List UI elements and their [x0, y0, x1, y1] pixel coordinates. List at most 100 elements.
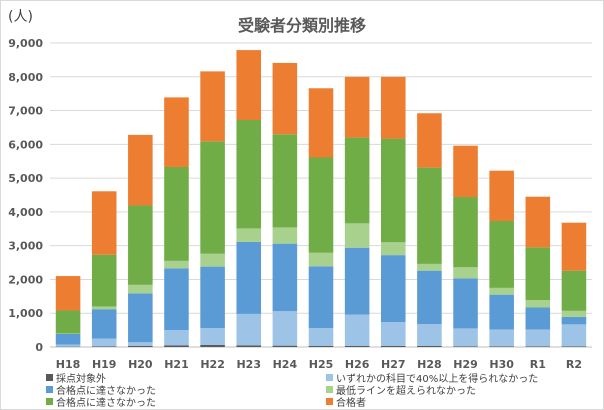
bar-segment [525, 247, 551, 301]
x-tick-label: R2 [566, 358, 582, 371]
legend-swatch [46, 374, 53, 381]
legend-swatch [46, 398, 53, 405]
bar-segment [417, 263, 442, 271]
bar-segment [164, 260, 189, 269]
bar-segment [380, 322, 406, 346]
y-tick-label: 9,000 [8, 37, 43, 50]
y-tick-label: 0 [35, 341, 43, 354]
legend-label: 合格者 [336, 398, 366, 409]
bar-segment [525, 300, 551, 308]
bar-segment [272, 243, 298, 312]
bar-segment [489, 287, 514, 295]
bar-segment [417, 113, 442, 168]
bar-segment [344, 76, 370, 138]
bar-segment [453, 278, 478, 329]
bar-segment [417, 324, 442, 346]
bar-segment [164, 268, 189, 331]
bar-segment [344, 137, 370, 224]
bar-segment [272, 227, 298, 244]
bar-segment [55, 344, 81, 347]
bar-segment [236, 313, 262, 346]
x-tick-label: H30 [489, 358, 514, 371]
x-tick-label: H23 [236, 358, 261, 371]
x-tick-label: H29 [453, 358, 478, 371]
bar-segment [55, 276, 81, 311]
bar-segment [453, 267, 478, 279]
bar-segment [561, 310, 587, 317]
legend-swatch [326, 374, 333, 381]
bar-segment [200, 344, 225, 347]
legend-swatch [326, 398, 333, 405]
bar-segment [236, 120, 262, 229]
legend-label: いずれかの科目で40%以上を得られなかった [336, 374, 539, 385]
bar-segment [91, 254, 117, 307]
bar-segment [308, 328, 334, 346]
bar-segment [344, 223, 370, 248]
bar-segment [91, 309, 117, 339]
y-tick-label: 3,000 [8, 240, 43, 253]
bar-segment [380, 345, 406, 347]
y-tick-label: 1,000 [8, 307, 43, 320]
legend-item: 最低ラインを超えられなかった [326, 382, 476, 397]
bar-segment [489, 294, 514, 330]
bar-segment [236, 345, 262, 347]
y-tick-label: 5,000 [8, 172, 43, 185]
bar-segment [380, 255, 406, 323]
bar-segment [489, 221, 514, 288]
x-tick-label: H21 [164, 358, 189, 371]
bar-segment [200, 266, 225, 329]
bar-segment [344, 314, 370, 346]
bar-segment [453, 197, 478, 268]
y-tick-label: 6,000 [8, 138, 43, 151]
bar-segment [128, 205, 153, 285]
bar-segment [91, 346, 117, 347]
bar-segment [272, 345, 298, 347]
bar-segment [308, 88, 334, 158]
bar-segment [380, 138, 406, 243]
bar-segment [55, 310, 81, 334]
y-axis-unit-label: (人) [8, 9, 33, 25]
bar-segment [525, 196, 551, 248]
bar-segment [164, 345, 189, 347]
bar-segment [308, 157, 334, 253]
bar-segment [344, 247, 370, 315]
x-tick-label: H26 [345, 358, 370, 371]
bar-segment [561, 346, 587, 347]
bar-segment [200, 328, 225, 345]
bar-segment [561, 316, 587, 325]
bar-segment [128, 293, 153, 343]
chart-legend: 採点対象外 いずれかの科目で40%以上を得られなかった合格点に達さなかった 最低ライ… [46, 370, 586, 410]
bar-segment [236, 50, 262, 121]
bar-segment [561, 222, 587, 271]
bar-segment [489, 346, 514, 347]
bar-segment [128, 345, 153, 347]
legend-label: 採点対象外 [56, 374, 106, 385]
legend-label: 合格点に達さなかった [56, 398, 156, 409]
bar-segment [200, 71, 225, 142]
bar-segment [525, 346, 551, 347]
y-tick-label: 2,000 [8, 273, 43, 286]
bar-segment [236, 241, 262, 314]
bar-segment [525, 329, 551, 347]
x-tick-label: H24 [273, 358, 298, 371]
legend-item: 合格者 [326, 394, 366, 409]
bar-segment [308, 345, 334, 347]
bar-segment [380, 242, 406, 256]
bar-segment [55, 333, 81, 345]
x-tick-label: H27 [381, 358, 406, 371]
x-tick-label: H20 [128, 358, 153, 371]
legend-item: いずれかの科目で40%以上を得られなかった [326, 370, 538, 385]
bar-segment [561, 270, 587, 311]
bar-segment [272, 311, 298, 346]
x-tick-label: H18 [56, 358, 81, 371]
bar-segment [91, 306, 117, 310]
legend-swatch [46, 386, 53, 393]
bar-segment [417, 167, 442, 264]
legend-label: 最低ラインを超えられなかった [336, 386, 476, 397]
legend-item: 合格点に達さなかった [46, 382, 156, 397]
bar-segment [128, 284, 153, 294]
bar-segment [200, 253, 225, 267]
x-tick-label: R1 [530, 358, 546, 371]
bar-segment [561, 324, 587, 347]
